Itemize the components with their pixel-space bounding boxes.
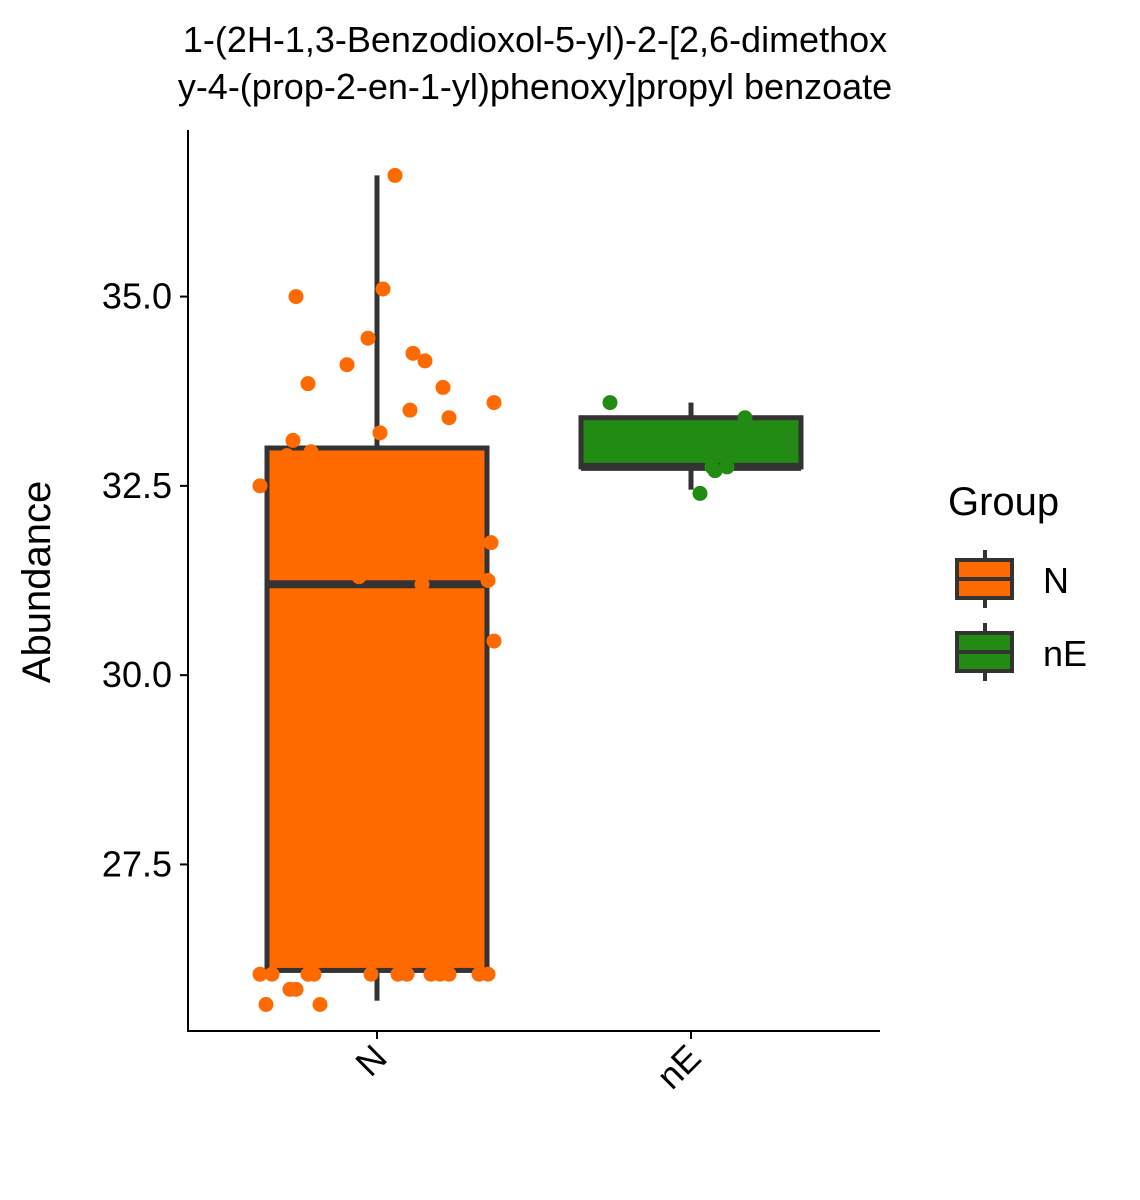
data-point <box>258 997 274 1012</box>
data-point <box>288 981 304 997</box>
data-point <box>441 966 457 982</box>
data-point <box>480 966 496 982</box>
box-group-N <box>252 167 502 1012</box>
data-point <box>399 966 415 982</box>
data-point <box>737 410 753 426</box>
legend-label: nE <box>1043 633 1087 674</box>
y-axis-label: Abundance <box>15 481 59 683</box>
chart-title-line-2: y-4-(prop-2-en-1-yl)phenoxy]propyl benzo… <box>178 66 892 107</box>
chart-title-line-1: 1-(2H-1,3-Benzodioxol-5-yl)-2-[2,6-dimet… <box>183 19 887 60</box>
y-tick-label: 32.5 <box>102 465 172 506</box>
data-point <box>360 330 376 346</box>
data-point <box>480 573 496 588</box>
data-point <box>719 459 735 475</box>
box-group-nE <box>578 395 804 501</box>
legend-label: N <box>1043 560 1069 601</box>
data-point <box>692 485 708 501</box>
legend: Group NnE <box>948 480 1087 681</box>
data-point <box>252 966 268 982</box>
y-tick-label: 30.0 <box>102 654 172 695</box>
data-point <box>252 478 268 494</box>
data-point <box>486 395 502 411</box>
plot-area <box>252 167 804 1012</box>
data-point <box>363 966 379 982</box>
y-tick-label: 27.5 <box>102 843 172 884</box>
data-point <box>602 395 618 411</box>
data-point <box>306 966 322 982</box>
data-point <box>312 997 328 1012</box>
data-point <box>300 376 316 392</box>
data-point <box>402 402 418 418</box>
data-point <box>483 535 499 551</box>
data-point <box>303 444 319 460</box>
data-point <box>387 167 403 183</box>
box-N <box>264 445 490 973</box>
data-point <box>417 353 433 369</box>
legend-item-nE: nE <box>955 623 1087 681</box>
data-point <box>707 463 723 479</box>
legend-item-N: N <box>955 550 1069 608</box>
box-nE <box>578 415 804 470</box>
y-axis-ticks: 27.5 30.0 32.5 35.0 <box>102 276 188 884</box>
x-tick-label: nE <box>649 1037 709 1097</box>
data-point <box>414 576 430 592</box>
legend-title: Group <box>948 480 1059 524</box>
data-point <box>351 569 367 585</box>
data-point <box>372 425 388 441</box>
data-point <box>405 345 421 361</box>
data-point <box>441 410 457 426</box>
data-point <box>339 357 355 373</box>
data-point <box>435 379 451 395</box>
data-point <box>264 966 280 982</box>
data-point <box>486 633 502 649</box>
data-point <box>375 281 391 297</box>
y-tick-label: 35.0 <box>102 276 172 317</box>
data-point <box>285 432 301 448</box>
data-point <box>279 448 295 464</box>
x-tick-label: N <box>347 1037 394 1084</box>
data-point <box>288 289 304 305</box>
